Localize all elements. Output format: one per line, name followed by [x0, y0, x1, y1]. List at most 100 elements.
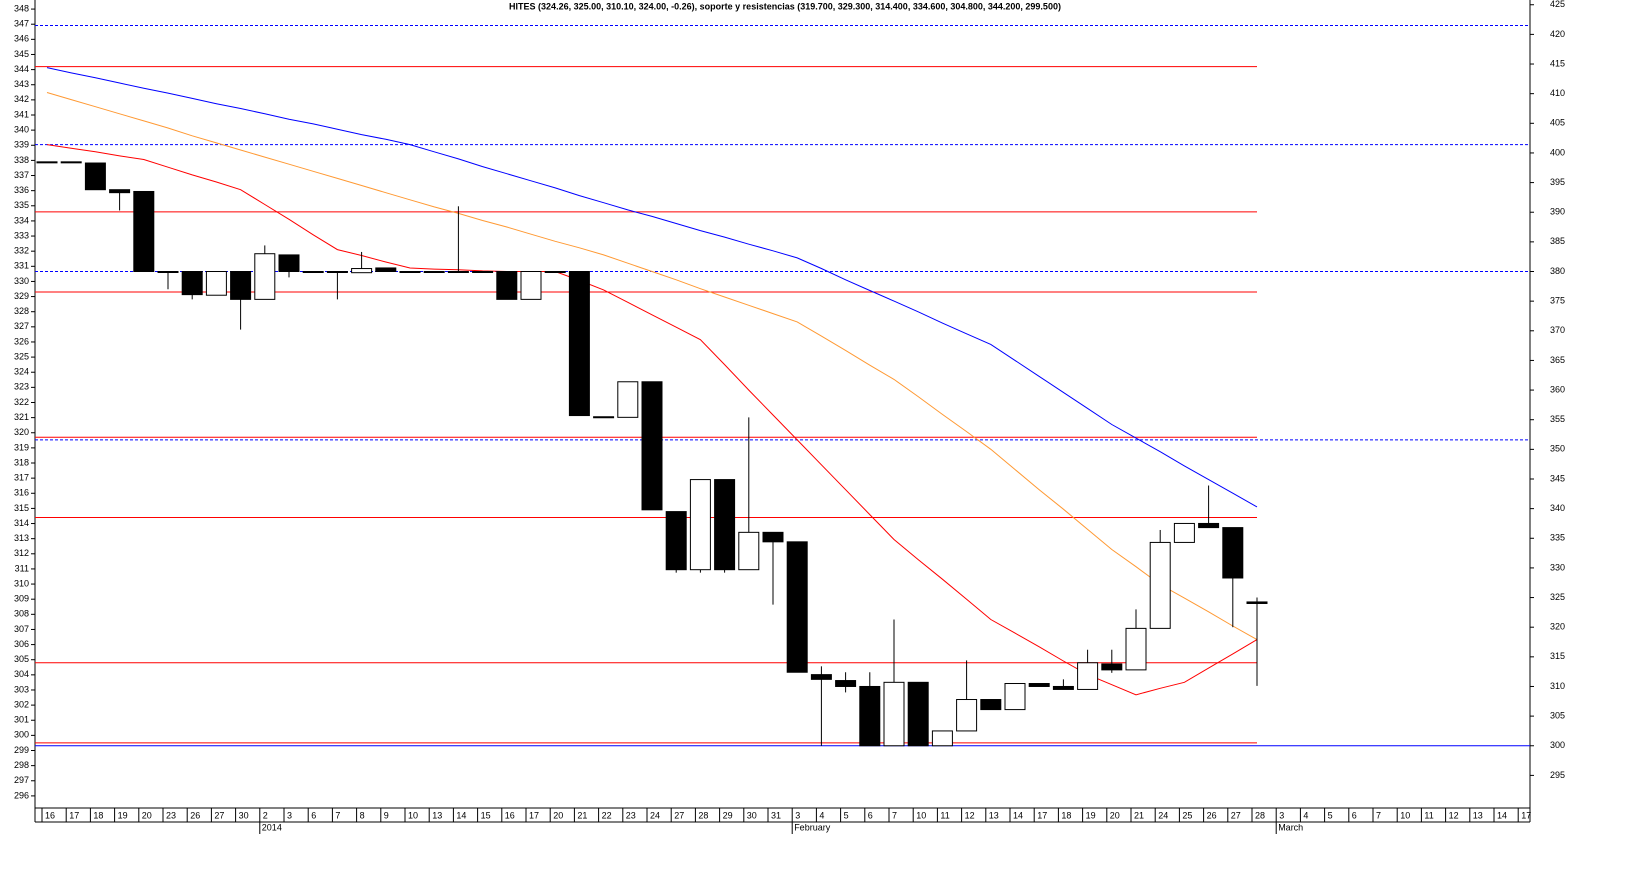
x-tick-label: 28 — [698, 810, 708, 820]
x-tick-label: 23 — [626, 810, 636, 820]
x-tick-label: 4 — [819, 810, 824, 820]
y-tick-label: 348 — [14, 3, 29, 13]
x-tick-label: 4 — [1303, 810, 1308, 820]
candle-body — [544, 271, 566, 274]
x-tick-label: 7 — [1376, 810, 1381, 820]
x-tick-label: 7 — [892, 810, 897, 820]
x-tick-label: 3 — [795, 810, 800, 820]
x-tick-label: 27 — [674, 810, 684, 820]
x-tick-label: 14 — [1497, 810, 1507, 820]
month-label: March — [1278, 822, 1303, 832]
candle-body — [1004, 683, 1026, 711]
candle-body — [447, 271, 469, 274]
y-tick-label: 318 — [14, 457, 29, 467]
x-tick-label: 21 — [577, 810, 587, 820]
x-tick-label: 3 — [1279, 810, 1284, 820]
x-tick-label: 2 — [263, 810, 268, 820]
x-tick-label: 30 — [239, 810, 249, 820]
candle-body — [568, 271, 590, 417]
candle-body — [593, 416, 615, 419]
month-label: 2014 — [262, 822, 282, 832]
x-tick-label: 29 — [723, 810, 733, 820]
y-tick-label: 320 — [14, 427, 29, 437]
y-tick-label: 298 — [14, 760, 29, 770]
x-tick-label: 6 — [311, 810, 316, 820]
candle-body — [1246, 601, 1268, 604]
y2-tick-label: 310 — [1550, 681, 1565, 691]
candle-body — [1052, 685, 1074, 690]
y-tick-label: 309 — [14, 594, 29, 604]
x-tick-label: 24 — [650, 810, 660, 820]
y-tick-label: 340 — [14, 125, 29, 135]
x-tick-label: 19 — [118, 810, 128, 820]
x-tick-label: 26 — [1207, 810, 1217, 820]
y2-tick-label: 360 — [1550, 384, 1565, 394]
candle-body — [254, 253, 276, 300]
x-tick-label: 18 — [93, 810, 103, 820]
x-tick-label: 12 — [1449, 810, 1459, 820]
month-label: February — [794, 822, 831, 832]
x-tick-label: 31 — [771, 810, 781, 820]
x-tick-label: 17 — [69, 810, 79, 820]
candle-body — [496, 271, 518, 300]
candle-body — [835, 680, 857, 687]
candle-body — [883, 681, 905, 747]
y-tick-label: 326 — [14, 336, 29, 346]
candle-body — [181, 271, 203, 296]
y2-tick-label: 355 — [1550, 414, 1565, 424]
y2-tick-label: 330 — [1550, 562, 1565, 572]
x-tick-label: 11 — [940, 810, 949, 820]
y-tick-label: 322 — [14, 397, 29, 407]
moving-average — [46, 92, 1258, 641]
candle-body — [689, 479, 711, 571]
x-tick-label: 7 — [335, 810, 340, 820]
y-tick-label: 333 — [14, 230, 29, 240]
x-tick-label: 21 — [1134, 810, 1144, 820]
candle-body — [36, 161, 58, 164]
y-tick-label: 296 — [14, 790, 29, 800]
candle-body — [205, 271, 227, 296]
y-tick-label: 324 — [14, 367, 29, 377]
x-tick-label: 27 — [214, 810, 224, 820]
candle-body — [1149, 541, 1171, 629]
x-tick-label: 24 — [1158, 810, 1168, 820]
candle-body — [230, 271, 252, 300]
candle-body — [810, 674, 832, 680]
candle-body — [617, 381, 639, 418]
y-tick-label: 312 — [14, 548, 29, 558]
y-tick-label: 346 — [14, 34, 29, 44]
y-tick-label: 302 — [14, 699, 29, 709]
candle-body — [786, 541, 808, 673]
y-tick-label: 327 — [14, 321, 29, 331]
candle-body — [351, 268, 373, 274]
candle-body — [665, 511, 687, 571]
moving-average — [46, 144, 1258, 696]
y2-tick-label: 425 — [1550, 0, 1565, 9]
x-tick-label: 13 — [1473, 810, 1483, 820]
y2-tick-label: 380 — [1550, 266, 1565, 276]
y-tick-label: 323 — [14, 382, 29, 392]
candle-body — [714, 479, 736, 571]
x-tick-label: 11 — [1424, 810, 1433, 820]
y-tick-label: 325 — [14, 351, 29, 361]
candle-body — [738, 531, 760, 571]
candle-body — [157, 271, 179, 274]
x-tick-label: 10 — [1400, 810, 1410, 820]
x-tick-label: 13 — [989, 810, 999, 820]
candle-body — [641, 381, 663, 511]
y-tick-label: 315 — [14, 503, 29, 513]
y2-tick-label: 320 — [1550, 622, 1565, 632]
y-tick-label: 304 — [14, 669, 29, 679]
x-tick-label: 27 — [1231, 810, 1241, 820]
y2-tick-label: 365 — [1550, 355, 1565, 365]
y2-tick-label: 340 — [1550, 503, 1565, 513]
moving-average — [46, 67, 1258, 508]
y2-tick-label: 315 — [1550, 651, 1565, 661]
y2-tick-label: 325 — [1550, 592, 1565, 602]
y-tick-label: 310 — [14, 578, 29, 588]
candle-body — [278, 254, 300, 273]
x-tick-label: 17 — [1037, 810, 1047, 820]
y-tick-label: 334 — [14, 215, 29, 225]
y-tick-label: 341 — [14, 109, 29, 119]
